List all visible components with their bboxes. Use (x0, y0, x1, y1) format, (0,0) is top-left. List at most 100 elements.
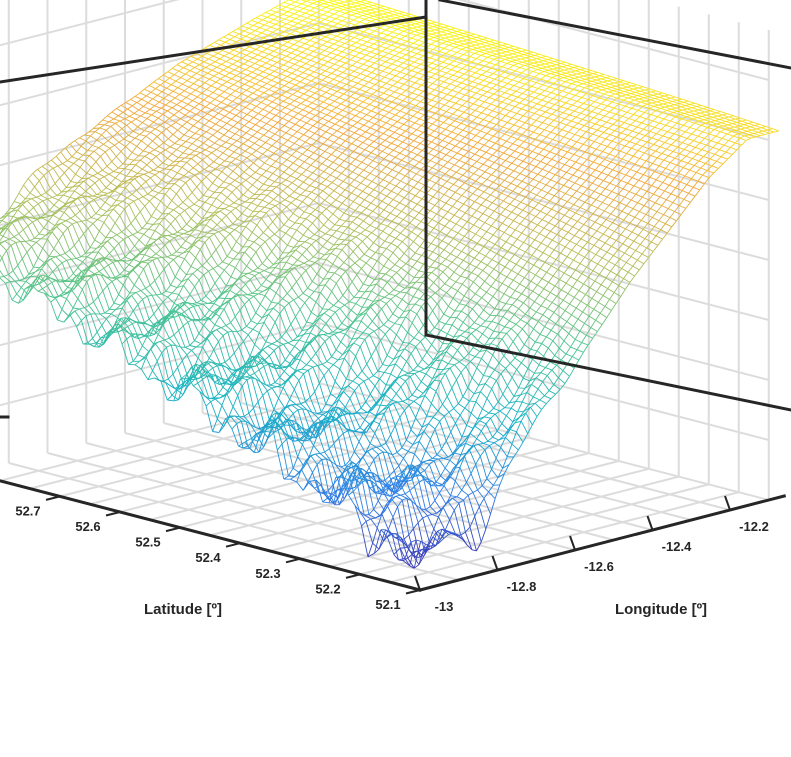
mesh-segment (362, 326, 369, 333)
mesh-segment (575, 156, 581, 163)
mesh-segment (664, 137, 670, 143)
mesh-segment (445, 149, 452, 156)
mesh-segment (245, 176, 251, 181)
mesh-segment (206, 255, 212, 262)
mesh-segment (466, 215, 473, 222)
mesh-segment (541, 272, 547, 279)
mesh-segment (527, 358, 533, 369)
mesh-segment (609, 231, 615, 238)
mesh-segment (187, 143, 193, 149)
mesh-segment (577, 215, 583, 222)
mesh-segment (538, 148, 544, 155)
mesh-segment (489, 369, 495, 377)
mesh-segment (281, 91, 287, 96)
mesh-segment (284, 252, 290, 258)
mesh-segment (580, 233, 587, 240)
mesh-segment (111, 200, 117, 207)
mesh-segment (482, 264, 488, 271)
mesh-segment (671, 164, 677, 172)
mesh-segment (359, 253, 365, 260)
mesh-segment (332, 130, 338, 136)
mesh-segment (464, 132, 470, 138)
mesh-segment (113, 242, 120, 249)
mesh-segment (400, 227, 406, 234)
mesh-segment (518, 115, 524, 121)
mesh-segment (495, 164, 502, 171)
mesh-segment (612, 120, 618, 125)
mesh-segment (369, 30, 375, 35)
mesh-segment (345, 119, 352, 124)
mesh-segment (529, 158, 535, 165)
mesh-segment (354, 384, 360, 391)
mesh-segment (568, 126, 574, 133)
mesh-segment (379, 76, 385, 82)
mesh-segment (536, 189, 542, 196)
mesh-segment (440, 323, 446, 331)
mesh-segment (435, 380, 442, 392)
mesh-segment (416, 427, 423, 438)
mesh-segment (615, 234, 622, 241)
mesh-segment (402, 497, 408, 501)
mesh-segment (269, 350, 275, 357)
mesh-segment (274, 313, 281, 323)
grid-line (202, 412, 653, 531)
mesh-segment (483, 140, 490, 146)
mesh-segment (368, 509, 374, 515)
mesh-segment (122, 197, 128, 202)
mesh-segment (486, 388, 493, 399)
mesh-segment (119, 208, 125, 216)
mesh-segment (218, 181, 225, 188)
mesh-segment (508, 100, 514, 105)
mesh-segment (677, 142, 683, 148)
mesh-segment (220, 98, 227, 103)
mesh-segment (338, 262, 345, 269)
mesh-segment (256, 174, 263, 181)
mesh-segment (549, 146, 555, 153)
mesh-segment (363, 120, 369, 126)
mesh-segment (167, 292, 173, 298)
mesh-segment (495, 119, 502, 125)
mesh-segment (316, 135, 322, 142)
mesh-segment (462, 64, 468, 69)
mesh-segment (188, 167, 194, 173)
mesh-segment (464, 327, 470, 332)
mesh-segment (437, 343, 444, 353)
mesh-segment (305, 164, 312, 171)
mesh-segment (314, 128, 320, 134)
mesh-segment (626, 107, 632, 113)
mesh-segment (389, 131, 395, 137)
mesh-segment (548, 217, 554, 224)
mesh-segment (227, 144, 233, 149)
mesh-segment (359, 419, 366, 429)
mesh-segment (298, 72, 304, 77)
mesh-segment (633, 110, 639, 115)
mesh-segment (443, 142, 450, 148)
mesh-segment (398, 83, 405, 89)
mesh-segment (688, 140, 694, 146)
mesh-segment (433, 102, 439, 107)
mesh-segment (327, 182, 333, 187)
mesh-segment (488, 234, 494, 242)
mesh-segment (547, 77, 553, 82)
mesh-segment (305, 59, 311, 64)
mesh-segment (406, 353, 412, 362)
mesh-segment (476, 237, 483, 244)
mesh-segment (340, 30, 347, 34)
mesh-segment (467, 308, 473, 316)
mesh-segment (329, 272, 335, 279)
mesh-segment (464, 400, 470, 409)
mesh-segment (311, 240, 317, 245)
mesh-segment (285, 324, 292, 332)
mesh-segment (565, 187, 571, 194)
mesh-segment (493, 401, 499, 409)
mesh-segment (104, 309, 110, 314)
mesh-segment (317, 363, 323, 367)
mesh-segment (88, 259, 95, 268)
mesh-segment (235, 154, 241, 159)
mesh-segment (643, 124, 649, 130)
mesh-segment (348, 491, 354, 496)
mesh-segment (298, 435, 304, 441)
mesh-segment (320, 131, 327, 137)
mesh-segment (206, 318, 212, 321)
mesh-segment (312, 83, 318, 88)
